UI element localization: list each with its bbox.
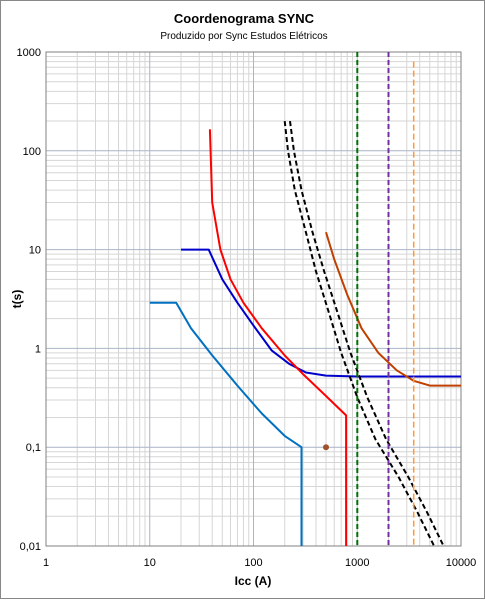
y-tick-label: 100 [23,146,41,158]
chart-title: Coordenograma SYNC [174,11,315,26]
series-line-3 [208,129,348,546]
x-tick-label: 100 [244,557,262,569]
series-line-5 [283,120,435,547]
x-tick-label: 1000 [345,557,369,569]
y-axis-label: t(s) [10,290,24,309]
x-axis-label: Icc (A) [235,574,272,588]
x-tick-label: 10000 [446,557,477,569]
y-tick-label: 1000 [17,47,41,59]
y-tick-label: 1 [35,343,41,355]
y-tick-label: 0,1 [26,442,41,454]
series-line-2 [181,248,461,378]
y-tick-label: 0,01 [20,541,41,553]
grid [45,51,462,547]
series-line-6 [289,120,445,547]
series-line-1 [149,301,303,546]
x-tick-label: 1 [43,557,49,569]
chart-subtitle: Produzido por Sync Estudos Elétricos [160,31,327,42]
plot-border [45,51,462,547]
tick-labels: 1 10 100 1000 10000 0,01 0,1 1 10 100 1000 [17,47,477,569]
plot-area [45,51,462,547]
x-tick-label: 10 [144,557,156,569]
data-point-1 [323,444,330,451]
y-tick-label: 10 [29,245,41,257]
series-group [149,52,461,547]
series-line-4 [325,231,461,387]
